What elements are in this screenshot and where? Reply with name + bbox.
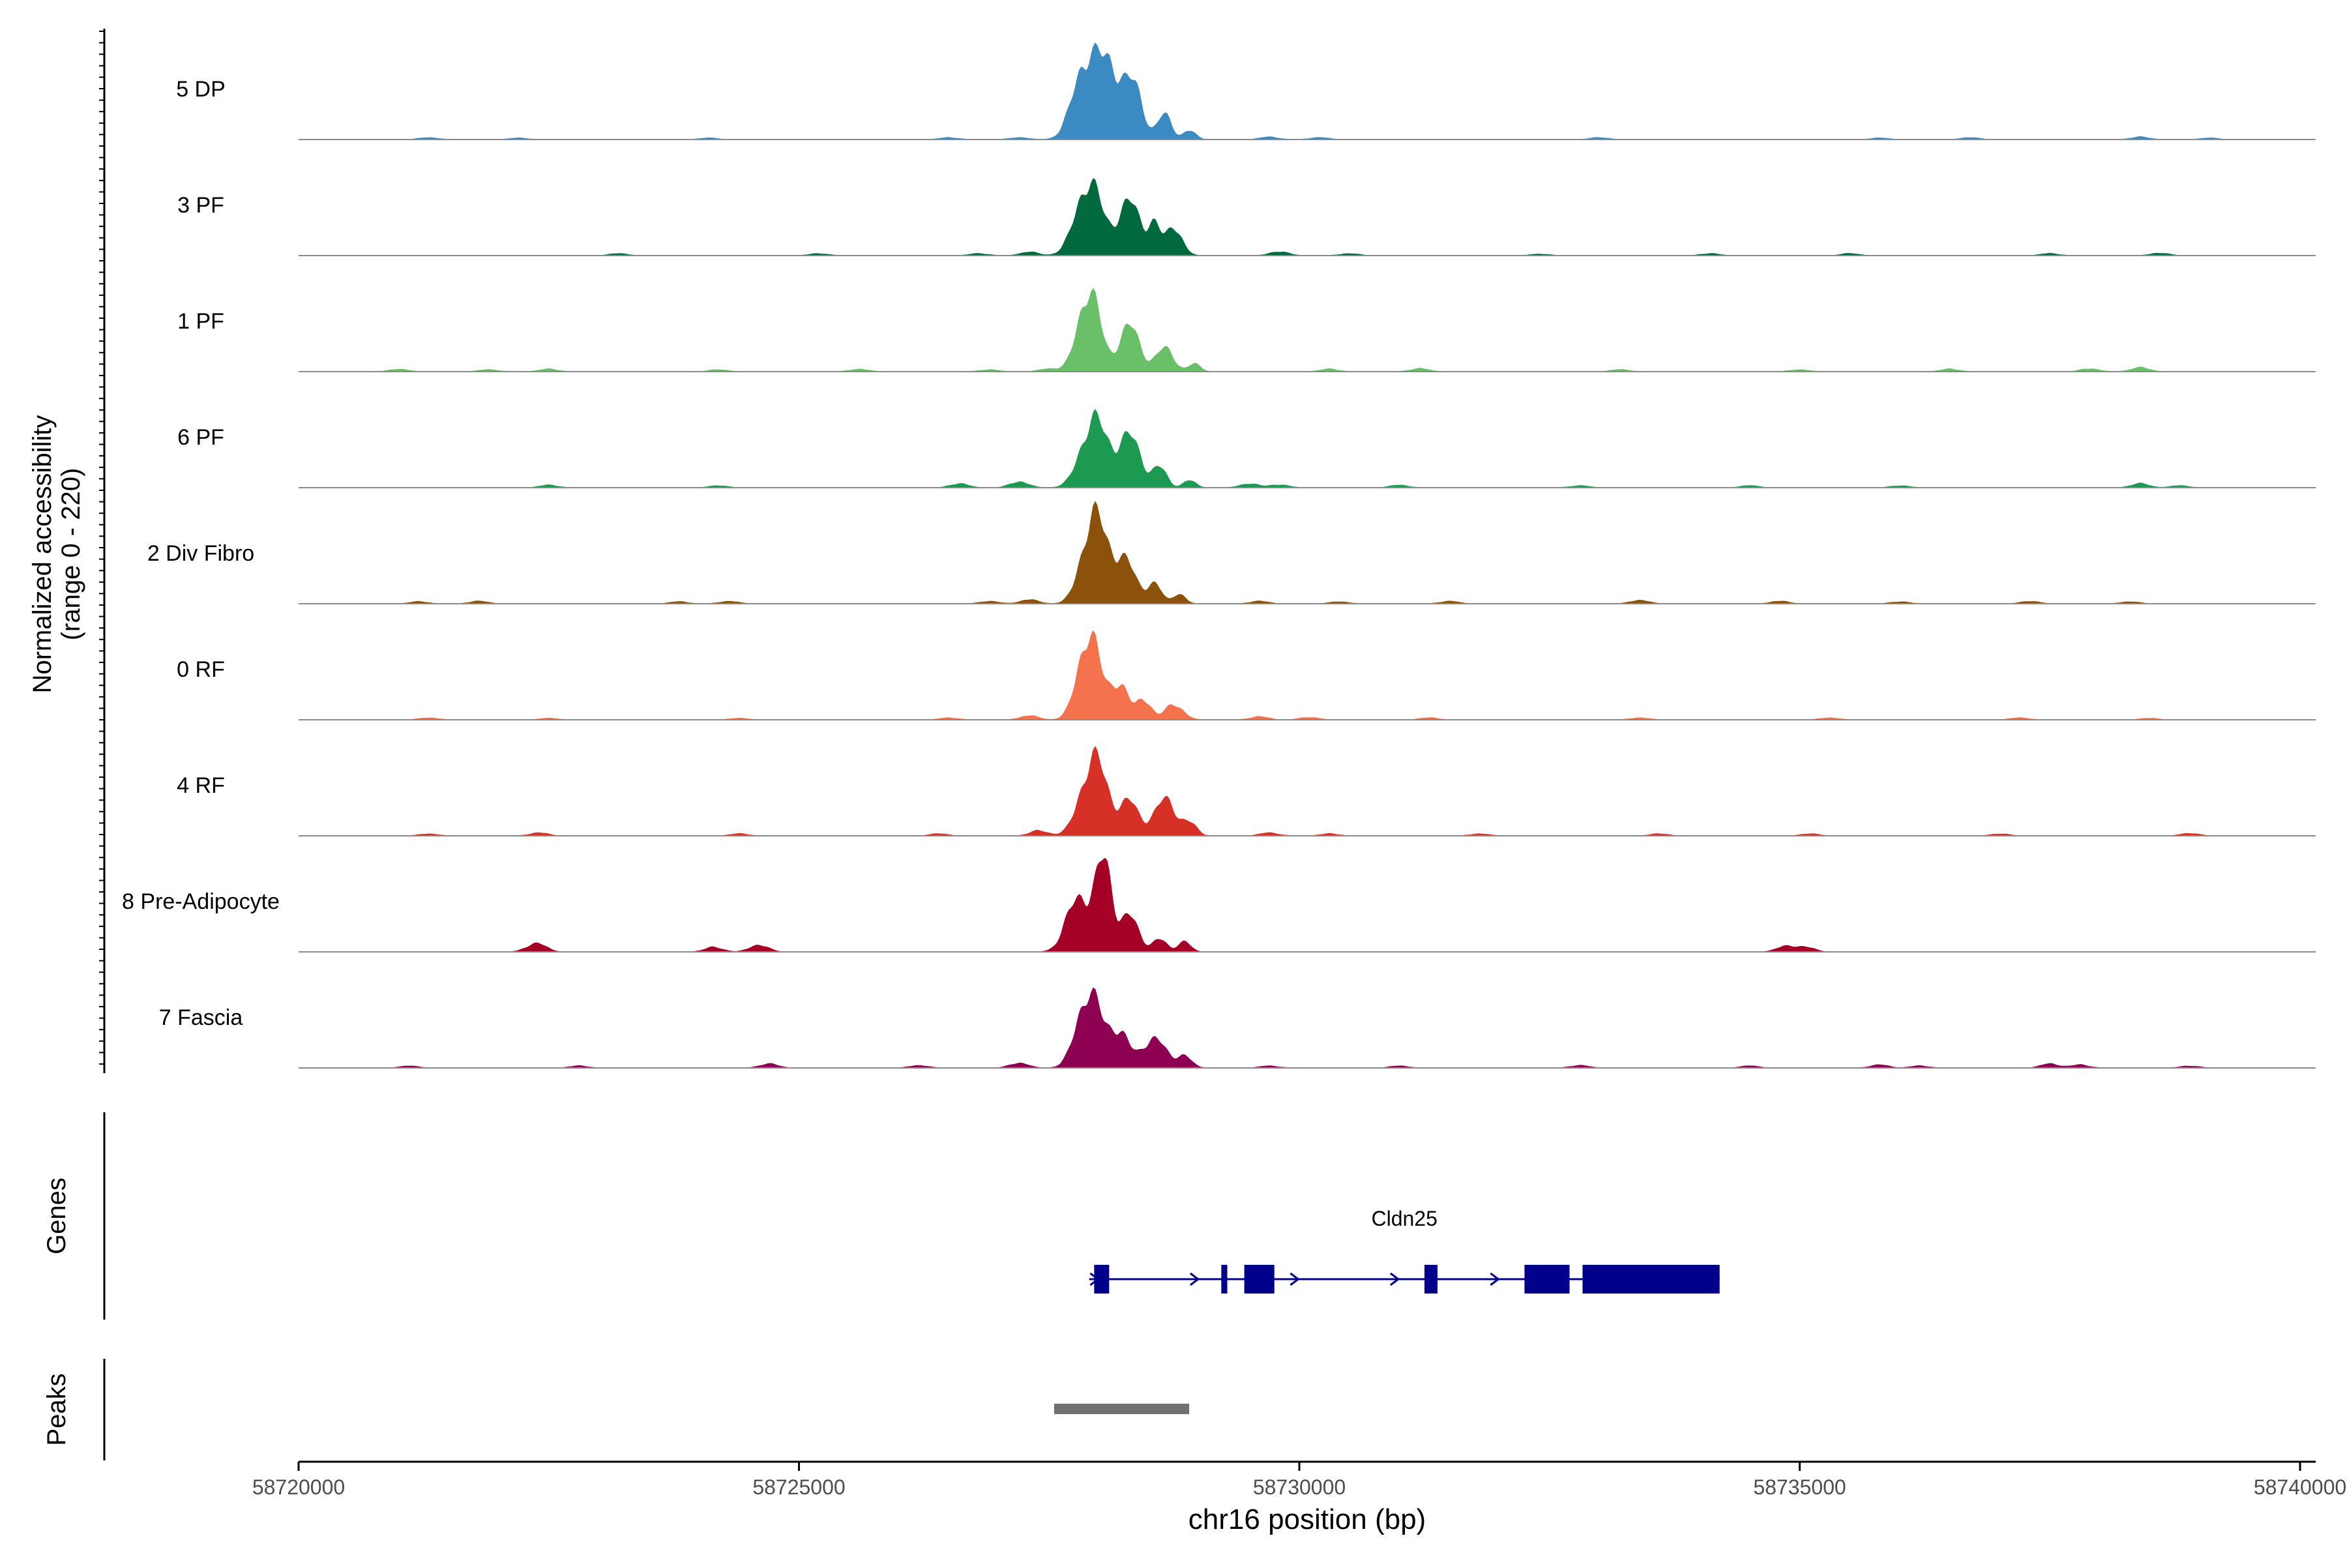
- x-tick-label-2: 58725000: [752, 1475, 845, 1499]
- peak-regions: [1054, 1404, 1190, 1414]
- x-axis-title: chr16 position (bp): [1188, 1503, 1426, 1535]
- exon-2: [1221, 1265, 1228, 1294]
- strand-arrow: [1490, 1272, 1500, 1286]
- track-2: [299, 178, 2316, 256]
- track-8: [299, 857, 2316, 953]
- coverage-area-6: [299, 630, 2300, 720]
- track-6: [299, 630, 2316, 720]
- genes-track-label: Genes: [42, 1177, 71, 1254]
- track-label-8: 8 Pre-Adipocyte: [122, 889, 280, 914]
- x-tick-label-3: 58730000: [1253, 1475, 1346, 1499]
- track-9: [299, 987, 2316, 1069]
- x-tick-label-1: 58720000: [252, 1475, 345, 1499]
- track-label-7: 4 RF: [177, 773, 225, 798]
- accessibility-tracks: [299, 42, 2316, 1069]
- track-label-3: 1 PF: [177, 309, 224, 334]
- track-3: [299, 288, 2316, 372]
- track-label-1: 5 DP: [176, 77, 226, 102]
- exon-3: [1244, 1265, 1275, 1294]
- x-axis-ticks: 58720000 58725000 58730000 58735000 58740000: [252, 1462, 2346, 1499]
- coverage-area-4: [299, 409, 2300, 488]
- coverage-area-3: [299, 288, 2300, 372]
- y-axis-title-line1: Normalized accessibility: [28, 415, 57, 694]
- exon-1: [1094, 1265, 1110, 1294]
- coverage-area-9: [299, 987, 2300, 1069]
- track-label-5: 2 Div Fibro: [147, 541, 254, 566]
- track-label-9: 7 Fascia: [159, 1005, 243, 1030]
- exon-4: [1424, 1265, 1438, 1294]
- track-5: [299, 501, 2316, 604]
- track-label-4: 6 PF: [177, 425, 224, 450]
- track-7: [299, 746, 2316, 836]
- coverage-area-1: [299, 42, 2300, 140]
- track-labels: 5 DP 3 PF 1 PF 6 PF 2 Div Fibro 0 RF 4 RF 8 Pre…: [122, 77, 280, 1030]
- track-label-6: 0 RF: [177, 657, 225, 682]
- exon-5: [1524, 1265, 1570, 1294]
- coverage-area-7: [299, 746, 2300, 836]
- peak-region-1: [1054, 1404, 1190, 1414]
- strand-arrow: [1389, 1272, 1400, 1286]
- strand-arrow: [1290, 1272, 1300, 1286]
- track-1: [299, 42, 2316, 140]
- track-label-2: 3 PF: [177, 193, 224, 218]
- y-axis-title-line2: (range 0 - 220): [57, 468, 85, 641]
- x-tick-label-5: 58740000: [2254, 1475, 2346, 1499]
- coverage-area-8: [299, 857, 2300, 953]
- y-axis: [99, 29, 106, 1073]
- x-tick-label-4: 58735000: [1753, 1475, 1846, 1499]
- strand-arrow: [1189, 1272, 1200, 1286]
- exon-6: [1582, 1265, 1720, 1294]
- gene-name-label: Cldn25: [1371, 1207, 1437, 1230]
- coverage-area-5: [299, 501, 2300, 604]
- gene-model: [1089, 1265, 1720, 1294]
- peaks-track-label: Peaks: [42, 1373, 71, 1445]
- coverage-area-2: [299, 178, 2300, 256]
- track-4: [299, 409, 2316, 488]
